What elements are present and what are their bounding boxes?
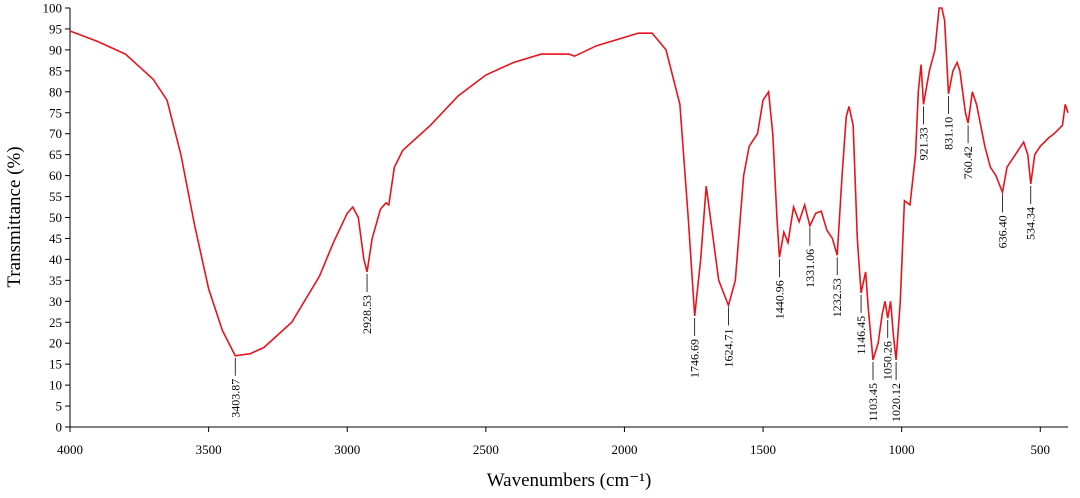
peak-label: 1020.12 — [889, 383, 903, 422]
y-tick-label: 70 — [49, 126, 62, 141]
peak-label: 1103.45 — [866, 383, 880, 422]
y-tick-label: 65 — [49, 147, 62, 162]
peak-label: 760.42 — [961, 146, 975, 179]
y-tick-label: 30 — [49, 294, 62, 309]
peak-label: 831.10 — [941, 117, 955, 150]
peak-label: 1232.53 — [830, 278, 844, 317]
peak-label: 534.34 — [1024, 207, 1038, 240]
peak-label: 1331.06 — [803, 249, 817, 288]
y-tick-label: 25 — [49, 315, 62, 330]
y-tick-label: 5 — [56, 399, 63, 414]
y-tick-label: 20 — [49, 336, 62, 351]
x-tick-label: 1000 — [889, 442, 915, 457]
y-tick-label: 100 — [43, 1, 63, 16]
y-tick-label: 80 — [49, 84, 62, 99]
y-axis-title: Transmittance (%) — [4, 146, 25, 287]
peak-label: 1146.45 — [854, 316, 868, 355]
y-tick-label: 45 — [49, 231, 62, 246]
peak-label: 3403.87 — [228, 379, 242, 418]
y-tick-label: 55 — [49, 189, 62, 204]
spectrum-line — [69, 7, 1069, 361]
x-tick-label: 3500 — [196, 442, 222, 457]
y-tick-label: 35 — [49, 273, 62, 288]
peak-label: 1440.96 — [772, 280, 786, 319]
x-tick-label: 2500 — [473, 442, 499, 457]
x-tick-label: 2000 — [611, 442, 637, 457]
y-tick-label: 15 — [49, 357, 62, 372]
y-tick-label: 60 — [49, 168, 62, 183]
y-tick-label: 0 — [56, 420, 63, 435]
x-axis-title: Wavenumbers (cm⁻¹) — [487, 470, 652, 491]
y-tick-label: 40 — [49, 252, 62, 267]
x-tick-label: 3000 — [334, 442, 360, 457]
peak-label: 1746.69 — [688, 339, 702, 378]
peak-label: 921.33 — [916, 127, 930, 160]
x-tick-label: 500 — [1031, 442, 1051, 457]
y-tick-label: 95 — [49, 21, 62, 36]
y-tick-label: 50 — [49, 210, 62, 225]
peak-label: 2928.53 — [360, 295, 374, 334]
x-tick-label: 1500 — [750, 442, 776, 457]
peak-label: 1624.71 — [721, 328, 735, 367]
y-tick-label: 10 — [49, 378, 62, 393]
x-tick-label: 4000 — [57, 442, 83, 457]
peak-label: 1050.26 — [881, 341, 895, 380]
peak-label: 636.40 — [995, 215, 1009, 248]
y-tick-label: 90 — [49, 42, 62, 57]
y-tick-label: 85 — [49, 63, 62, 78]
y-tick-label: 75 — [49, 105, 62, 120]
